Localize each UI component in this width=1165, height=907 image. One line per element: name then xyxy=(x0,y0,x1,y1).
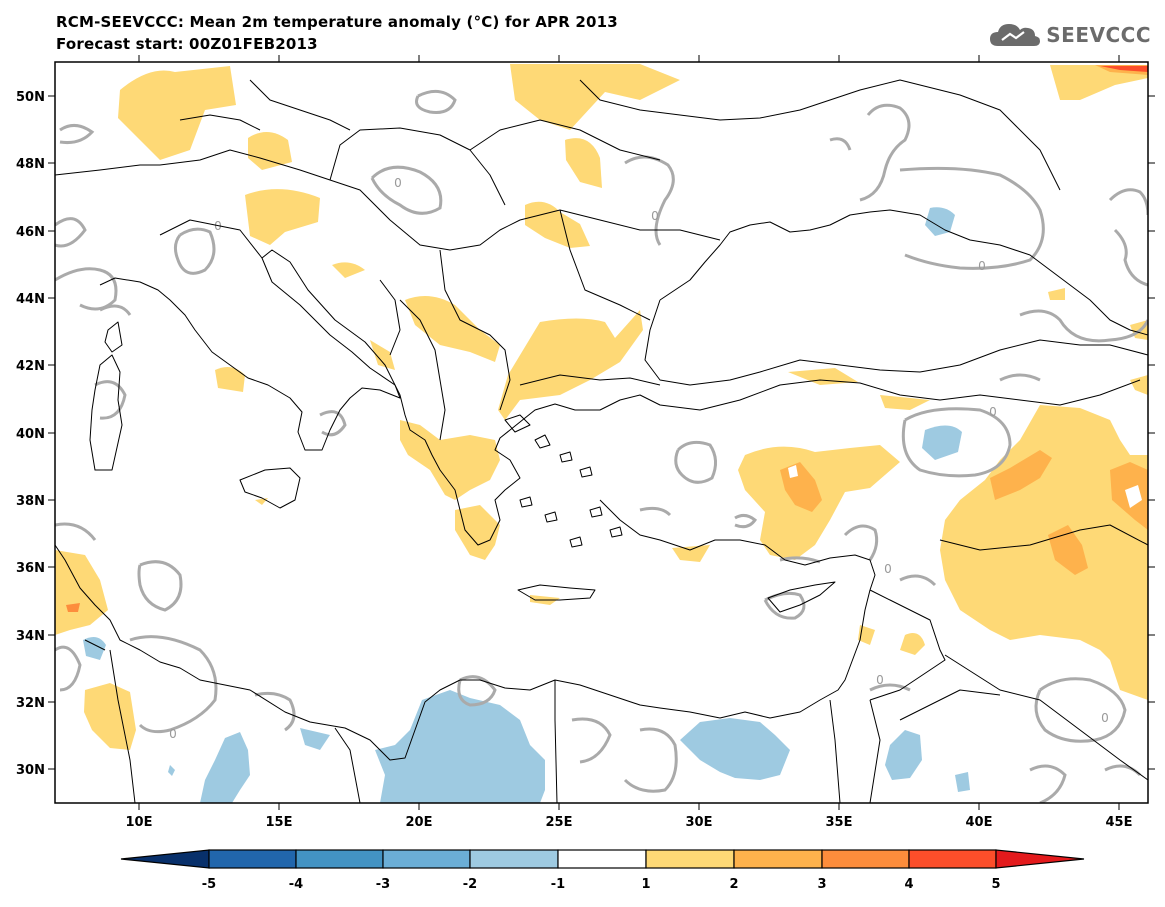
contour-label: 0 xyxy=(394,176,402,190)
lat-tick-label: 38N xyxy=(16,494,45,509)
colorbar-segment xyxy=(469,849,559,869)
anomaly-shading-warm xyxy=(55,64,1148,750)
lat-tick-label: 36N xyxy=(16,561,45,576)
zero-contours xyxy=(55,89,1148,803)
lon-tick-label: 30E xyxy=(686,815,713,830)
colorbar-arrow-right xyxy=(995,849,1085,869)
contour-label: 0 xyxy=(1101,711,1109,725)
colorbar-segment xyxy=(733,849,823,869)
longitude-axis xyxy=(138,55,1120,810)
colorbar xyxy=(120,849,1085,869)
latitude-axis xyxy=(48,95,1155,770)
lat-tick-label: 30N xyxy=(16,763,45,778)
anomaly-shading-cool xyxy=(83,207,970,803)
colorbar-label: 2 xyxy=(729,877,738,892)
colorbar-segment xyxy=(382,849,471,869)
colorbar-segment xyxy=(645,849,735,869)
lon-tick-label: 35E xyxy=(826,815,853,830)
colorbar-label: -4 xyxy=(289,877,303,892)
colorbar-segment xyxy=(821,849,910,869)
map-title: RCM-SEEVCCC: Mean 2m temperature anomaly… xyxy=(56,13,618,31)
colorbar-segment xyxy=(908,849,997,869)
lat-tick-label: 34N xyxy=(16,629,45,644)
lat-tick-label: 48N xyxy=(16,157,45,172)
colorbar-label: 5 xyxy=(991,877,1000,892)
contour-labels: 0 0 0 0 0 0 0 0 0 xyxy=(169,176,1109,741)
lat-tick-label: 50N xyxy=(16,90,45,105)
lat-tick-label: 46N xyxy=(16,225,45,240)
lon-tick-label: 45E xyxy=(1106,815,1133,830)
colorbar-segment xyxy=(557,849,647,869)
colorbar-arrow-left xyxy=(120,849,210,869)
contour-label: 0 xyxy=(876,673,884,687)
lat-tick-label: 40N xyxy=(16,427,45,442)
logo-text: SEEVCCC xyxy=(1046,23,1151,47)
contour-label: 0 xyxy=(651,209,659,223)
seevccc-logo: SEEVCCC xyxy=(988,20,1151,50)
lon-tick-label: 15E xyxy=(266,815,293,830)
lat-tick-label: 42N xyxy=(16,359,45,374)
lon-tick-label: 10E xyxy=(126,815,153,830)
lon-tick-label: 25E xyxy=(546,815,573,830)
contour-label: 0 xyxy=(978,259,986,273)
cloud-icon xyxy=(990,24,1041,46)
contour-label: 0 xyxy=(169,727,177,741)
colorbar-segment xyxy=(295,849,384,869)
colorbar-label: 3 xyxy=(817,877,826,892)
lon-tick-label: 40E xyxy=(966,815,993,830)
colorbar-label: -2 xyxy=(463,877,477,892)
colorbar-label: -3 xyxy=(376,877,390,892)
colorbar-label: -1 xyxy=(551,877,565,892)
coastlines-borders xyxy=(55,79,1148,803)
colorbar-label: 1 xyxy=(641,877,650,892)
contour-label: 0 xyxy=(989,405,997,419)
colorbar-label: -5 xyxy=(202,877,216,892)
lat-tick-label: 32N xyxy=(16,696,45,711)
colorbar-label: 4 xyxy=(904,877,913,892)
contour-label: 0 xyxy=(884,562,892,576)
lon-tick-label: 20E xyxy=(406,815,433,830)
colorbar-segment xyxy=(208,849,297,869)
forecast-start-subtitle: Forecast start: 00Z01FEB2013 xyxy=(56,35,318,53)
lat-tick-label: 44N xyxy=(16,292,45,307)
